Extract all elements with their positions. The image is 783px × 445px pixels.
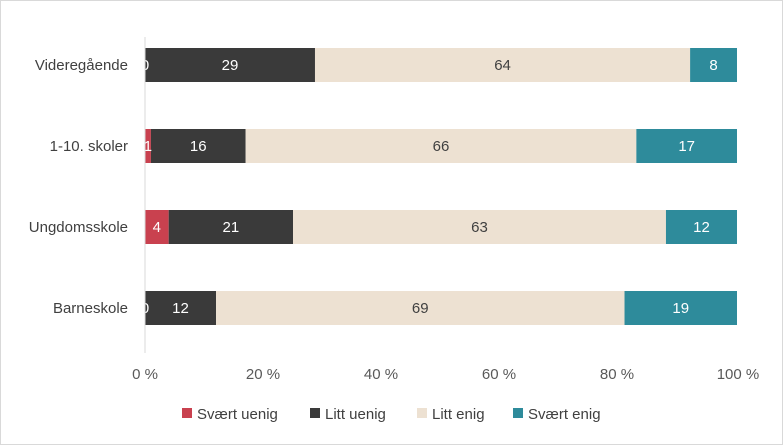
data-label-videregaende-svaert-enig: 8	[709, 57, 717, 74]
bar-ungdomsskole-svaert-enig	[665, 210, 737, 244]
legend-swatch-litt-enig	[417, 408, 427, 418]
category-label-ungdomsskole: Ungdomsskole	[29, 219, 128, 236]
bar-ungdomsskole-litt-uenig	[168, 210, 293, 244]
legend: Svært uenig Litt uenig Litt enig Svært e…	[182, 406, 601, 423]
category-label-1-10-skoler: 1-10. skoler	[50, 138, 128, 155]
data-label-1-10-skoler-svaert-enig: 17	[678, 138, 695, 155]
data-label-ungdomsskole-litt-enig: 63	[471, 219, 488, 236]
bar-data-labels: 0 29 64 81 16 66 174 21 63 120 12 69 19	[141, 57, 718, 317]
data-label-ungdomsskole-svaert-uenig: 4	[153, 219, 161, 236]
bar-ungdomsskole-litt-enig	[293, 210, 666, 244]
legend-label-litt-uenig: Litt uenig	[325, 406, 386, 423]
data-label-videregaende-litt-enig: 64	[494, 57, 511, 74]
legend-swatch-svaert-uenig	[182, 408, 192, 418]
bar-videregaende-svaert-enig	[690, 48, 737, 82]
data-label-1-10-skoler-svaert-uenig: 1	[144, 138, 152, 155]
data-label-ungdomsskole-litt-uenig: 21	[222, 219, 239, 236]
legend-label-svaert-enig: Svært enig	[528, 406, 601, 423]
data-label-videregaende-litt-uenig: 29	[222, 57, 239, 74]
bar-videregaende-litt-enig	[314, 48, 691, 82]
data-label-barneskole-litt-enig: 69	[412, 300, 429, 317]
x-tick-label-100: 100 %	[717, 366, 760, 383]
category-label-videregaende: Videregående	[35, 57, 128, 74]
bar-1-10-skoler-svaert-enig	[636, 129, 737, 163]
category-label-barneskole: Barneskole	[53, 300, 128, 317]
bar-barneskole-svaert-enig	[624, 291, 737, 325]
data-label-ungdomsskole-svaert-enig: 12	[693, 219, 710, 236]
data-label-1-10-skoler-litt-uenig: 16	[190, 138, 207, 155]
category-labels: Videregående 1-10. skoler Ungdomsskole B…	[29, 57, 128, 317]
data-label-1-10-skoler-litt-enig: 66	[433, 138, 450, 155]
legend-label-svaert-uenig: Svært uenig	[197, 406, 278, 423]
bar-1-10-skoler-svaert-uenig	[145, 129, 151, 163]
legend-label-litt-enig: Litt enig	[432, 406, 485, 423]
x-tick-label-80: 80 %	[600, 366, 634, 383]
legend-swatch-svaert-enig	[513, 408, 523, 418]
data-label-barneskole-litt-uenig: 12	[172, 300, 189, 317]
x-axis-tick-labels: 0 % 20 % 40 % 60 % 80 % 100 %	[132, 366, 759, 383]
x-tick-label-20: 20 %	[246, 366, 280, 383]
bar-barneskole-litt-enig	[216, 291, 625, 325]
bar-barneskole-litt-uenig	[145, 291, 217, 325]
bar-1-10-skoler-litt-uenig	[150, 129, 246, 163]
x-tick-label-0: 0 %	[132, 366, 158, 383]
x-tick-label-40: 40 %	[364, 366, 398, 383]
data-label-barneskole-svaert-enig: 19	[672, 300, 689, 317]
bar-ungdomsskole-svaert-uenig	[145, 210, 169, 244]
bar-1-10-skoler-litt-enig	[245, 129, 637, 163]
legend-swatch-litt-uenig	[310, 408, 320, 418]
x-tick-label-60: 60 %	[482, 366, 516, 383]
bar-segments	[145, 48, 737, 325]
bar-videregaende-litt-uenig	[145, 48, 315, 82]
